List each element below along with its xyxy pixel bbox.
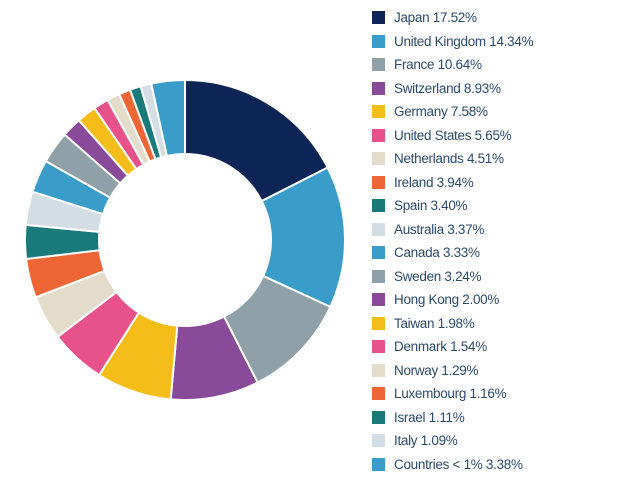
legend-label-16: Luxembourg 1.16% [394, 386, 507, 402]
legend-item-8: Spain 3.40% [372, 194, 622, 218]
legend-label-17: Israel 1.11% [394, 409, 465, 425]
legend-swatch-9 [372, 222, 385, 236]
legend-swatch-8 [372, 199, 385, 213]
legend-swatch-6 [372, 152, 385, 166]
legend-item-2: France 10.64% [372, 53, 622, 77]
legend-label-6: Netherlands 4.51% [394, 151, 504, 167]
legend-item-15: Norway 1.29% [372, 359, 622, 383]
legend-item-1: United Kingdom 14.34% [372, 30, 622, 54]
legend-item-18: Italy 1.09% [372, 429, 622, 453]
legend-label-5: United States 5.65% [394, 127, 512, 143]
legend-item-9: Australia 3.37% [372, 218, 622, 242]
legend-label-13: Taiwan 1.98% [394, 315, 475, 331]
legend-swatch-14 [372, 340, 385, 354]
legend-swatch-15 [372, 363, 385, 377]
legend-swatch-11 [372, 269, 385, 283]
legend-swatch-2 [372, 58, 385, 72]
legend-label-12: Hong Kong 2.00% [394, 292, 500, 308]
legend-item-10: Canada 3.33% [372, 241, 622, 265]
legend-swatch-16 [372, 387, 385, 401]
legend-swatch-4 [372, 105, 385, 119]
legend-swatch-12 [372, 293, 385, 307]
legend-label-11: Sweden 3.24% [394, 268, 482, 284]
legend-item-7: Ireland 3.94% [372, 171, 622, 195]
legend-swatch-17 [372, 410, 385, 424]
legend-item-16: Luxembourg 1.16% [372, 382, 622, 406]
legend-swatch-7 [372, 175, 385, 189]
legend-item-19: Countries < 1% 3.38% [372, 453, 622, 477]
legend-label-0: Japan 17.52% [394, 10, 477, 26]
legend-label-3: Switzerland 8.93% [394, 80, 501, 96]
legend-label-15: Norway 1.29% [394, 362, 479, 378]
legend-swatch-3 [372, 81, 385, 95]
legend-label-4: Germany 7.58% [394, 104, 488, 120]
legend-swatch-19 [372, 457, 385, 471]
legend-swatch-5 [372, 128, 385, 142]
legend-swatch-13 [372, 316, 385, 330]
legend-item-3: Switzerland 8.93% [372, 77, 622, 101]
legend-label-19: Countries < 1% 3.38% [394, 456, 523, 472]
legend-label-18: Italy 1.09% [394, 433, 458, 449]
legend-label-1: United Kingdom 14.34% [394, 33, 534, 49]
legend-item-0: Japan 17.52% [372, 6, 622, 30]
legend-label-14: Denmark 1.54% [394, 339, 487, 355]
chart-legend: Japan 17.52% United Kingdom 14.34% France … [372, 6, 622, 476]
pie-slice-19 [150, 78, 186, 158]
legend-label-8: Spain 3.40% [394, 198, 468, 214]
legend-label-10: Canada 3.33% [394, 245, 480, 261]
legend-item-13: Taiwan 1.98% [372, 312, 622, 336]
legend-item-4: Germany 7.58% [372, 100, 622, 124]
legend-swatch-0 [372, 11, 385, 25]
donut-chart [24, 78, 346, 401]
legend-swatch-10 [372, 246, 385, 260]
legend-item-6: Netherlands 4.51% [372, 147, 622, 171]
legend-swatch-1 [372, 34, 385, 48]
legend-item-17: Israel 1.11% [372, 406, 622, 430]
legend-label-2: France 10.64% [394, 57, 482, 73]
legend-item-12: Hong Kong 2.00% [372, 288, 622, 312]
legend-label-9: Australia 3.37% [394, 221, 485, 237]
legend-item-5: United States 5.65% [372, 124, 622, 148]
legend-item-11: Sweden 3.24% [372, 265, 622, 289]
legend-label-7: Ireland 3.94% [394, 174, 474, 190]
legend-item-14: Denmark 1.54% [372, 335, 622, 359]
legend-swatch-18 [372, 434, 385, 448]
